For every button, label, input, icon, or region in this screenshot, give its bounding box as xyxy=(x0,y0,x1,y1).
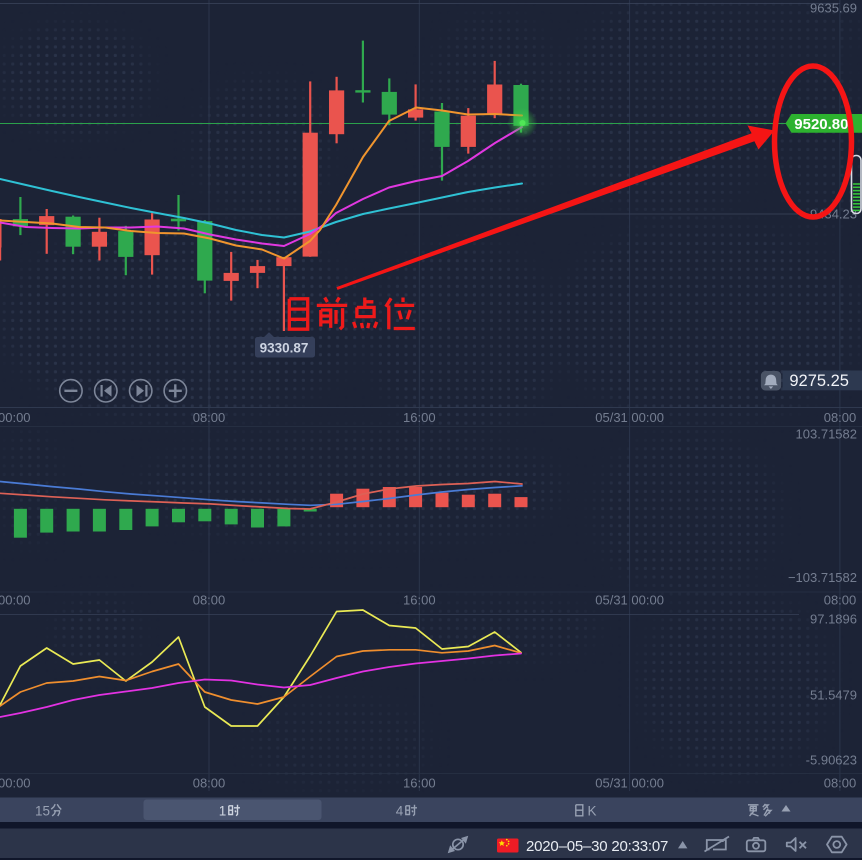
svg-text:08:00: 08:00 xyxy=(193,776,226,791)
svg-text:00:00: 00:00 xyxy=(0,410,31,425)
svg-text:103.71582: 103.71582 xyxy=(796,427,857,442)
svg-text:00:00: 00:00 xyxy=(0,593,31,608)
svg-text:−103.71582: −103.71582 xyxy=(788,570,857,585)
svg-text:15: 15 xyxy=(35,804,50,819)
svg-text:08:00: 08:00 xyxy=(824,593,857,608)
svg-text:05/31 00:00: 05/31 00:00 xyxy=(595,593,664,608)
svg-text:08:00: 08:00 xyxy=(824,776,857,791)
svg-text:16:00: 16:00 xyxy=(403,593,436,608)
svg-text:05/31 00:00: 05/31 00:00 xyxy=(595,776,664,791)
svg-text:9330.87: 9330.87 xyxy=(260,340,309,355)
svg-text:2020–05–30 20:33:07: 2020–05–30 20:33:07 xyxy=(526,838,668,855)
svg-text:9635.69: 9635.69 xyxy=(810,1,857,16)
svg-text:4: 4 xyxy=(396,804,404,819)
svg-text:00:00: 00:00 xyxy=(0,776,31,791)
svg-text:-5.90623: -5.90623 xyxy=(806,753,857,768)
svg-text:16:00: 16:00 xyxy=(403,776,436,791)
svg-text:05/31 00:00: 05/31 00:00 xyxy=(595,410,664,425)
svg-text:9520.80: 9520.80 xyxy=(794,116,848,133)
svg-text:1: 1 xyxy=(219,804,227,819)
svg-text:9275.25: 9275.25 xyxy=(789,372,849,390)
svg-text:97.1896: 97.1896 xyxy=(810,612,857,627)
svg-text:08:00: 08:00 xyxy=(824,410,857,425)
svg-text:16:00: 16:00 xyxy=(403,410,436,425)
svg-text:08:00: 08:00 xyxy=(193,593,226,608)
svg-text:08:00: 08:00 xyxy=(193,410,226,425)
svg-text:51.5479: 51.5479 xyxy=(810,688,857,703)
svg-text:K: K xyxy=(587,804,596,819)
